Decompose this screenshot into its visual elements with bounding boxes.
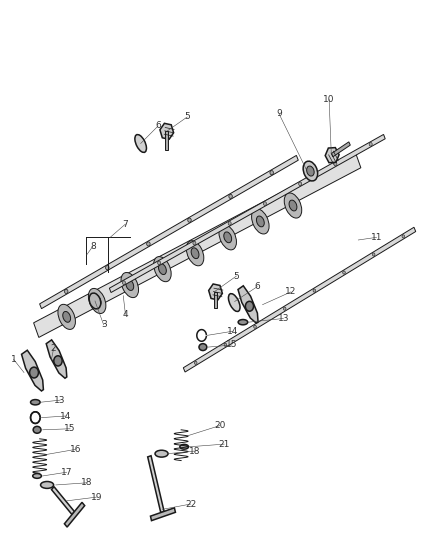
Circle shape: [30, 367, 39, 378]
Text: 13: 13: [54, 395, 66, 405]
Polygon shape: [150, 508, 176, 521]
Ellipse shape: [251, 209, 269, 234]
Text: 10: 10: [323, 95, 335, 104]
Circle shape: [229, 195, 232, 198]
Text: 7: 7: [123, 220, 128, 229]
Circle shape: [343, 271, 345, 274]
Text: 5: 5: [233, 271, 239, 280]
Circle shape: [193, 241, 196, 245]
Ellipse shape: [126, 280, 134, 290]
Text: 17: 17: [61, 468, 72, 477]
Ellipse shape: [303, 161, 318, 181]
Polygon shape: [52, 487, 74, 514]
Text: 18: 18: [189, 447, 201, 456]
Ellipse shape: [33, 426, 41, 433]
Text: 12: 12: [285, 287, 297, 296]
Polygon shape: [34, 153, 361, 337]
Text: 11: 11: [371, 233, 382, 242]
Text: 15: 15: [226, 341, 238, 350]
Polygon shape: [166, 131, 168, 150]
Polygon shape: [64, 502, 85, 527]
Circle shape: [283, 307, 286, 310]
Ellipse shape: [89, 293, 101, 309]
Circle shape: [194, 361, 197, 365]
Circle shape: [313, 289, 316, 292]
Polygon shape: [332, 142, 350, 157]
Ellipse shape: [256, 216, 264, 227]
Circle shape: [64, 289, 68, 294]
Text: 2: 2: [51, 344, 57, 353]
Text: 13: 13: [278, 314, 289, 323]
Text: 5: 5: [184, 112, 190, 122]
Ellipse shape: [31, 400, 40, 405]
Circle shape: [245, 301, 254, 311]
Polygon shape: [39, 156, 298, 309]
Ellipse shape: [186, 241, 204, 266]
Circle shape: [122, 281, 125, 285]
Ellipse shape: [191, 248, 199, 259]
Text: 19: 19: [91, 492, 102, 502]
Ellipse shape: [224, 232, 232, 243]
Circle shape: [106, 265, 109, 270]
Text: 20: 20: [214, 421, 226, 430]
Ellipse shape: [180, 445, 188, 449]
Polygon shape: [238, 286, 258, 323]
Text: 9: 9: [276, 109, 282, 118]
Ellipse shape: [155, 450, 168, 457]
Text: 18: 18: [81, 478, 92, 487]
Circle shape: [254, 325, 256, 328]
Circle shape: [263, 201, 266, 205]
Text: 15: 15: [64, 424, 76, 433]
Ellipse shape: [307, 166, 314, 176]
Ellipse shape: [219, 225, 237, 250]
Ellipse shape: [284, 193, 302, 218]
Circle shape: [270, 171, 273, 175]
Ellipse shape: [41, 481, 53, 488]
Polygon shape: [46, 340, 67, 378]
Circle shape: [224, 343, 227, 346]
Text: 6: 6: [254, 282, 260, 291]
Polygon shape: [110, 134, 385, 293]
Polygon shape: [148, 456, 164, 513]
Text: 16: 16: [70, 445, 81, 454]
Text: 14: 14: [60, 411, 71, 421]
Polygon shape: [214, 292, 217, 308]
Ellipse shape: [121, 272, 138, 297]
Ellipse shape: [159, 264, 166, 274]
Circle shape: [299, 182, 302, 185]
Text: 14: 14: [227, 327, 239, 336]
Circle shape: [158, 261, 161, 265]
Ellipse shape: [154, 256, 171, 282]
Ellipse shape: [199, 344, 207, 351]
Circle shape: [369, 142, 372, 146]
Ellipse shape: [58, 304, 75, 329]
Polygon shape: [208, 284, 223, 300]
Ellipse shape: [63, 311, 71, 322]
Text: 3: 3: [101, 320, 106, 329]
Ellipse shape: [33, 473, 42, 478]
Ellipse shape: [88, 288, 106, 313]
Ellipse shape: [135, 134, 146, 152]
Ellipse shape: [229, 294, 240, 311]
Polygon shape: [184, 227, 416, 372]
Ellipse shape: [93, 296, 101, 306]
Circle shape: [228, 222, 231, 225]
Circle shape: [402, 235, 405, 238]
Text: 21: 21: [219, 440, 230, 449]
Text: 6: 6: [155, 122, 161, 131]
Polygon shape: [160, 123, 173, 139]
Text: 8: 8: [90, 242, 95, 251]
Text: 1: 1: [11, 355, 17, 364]
Circle shape: [372, 253, 375, 256]
Polygon shape: [21, 350, 43, 391]
Text: 22: 22: [185, 499, 196, 508]
Circle shape: [54, 356, 62, 366]
Circle shape: [334, 162, 337, 166]
Circle shape: [188, 218, 191, 222]
Ellipse shape: [289, 200, 297, 211]
Ellipse shape: [238, 319, 248, 325]
Text: 4: 4: [123, 310, 128, 319]
Polygon shape: [325, 148, 339, 163]
Circle shape: [147, 242, 150, 246]
